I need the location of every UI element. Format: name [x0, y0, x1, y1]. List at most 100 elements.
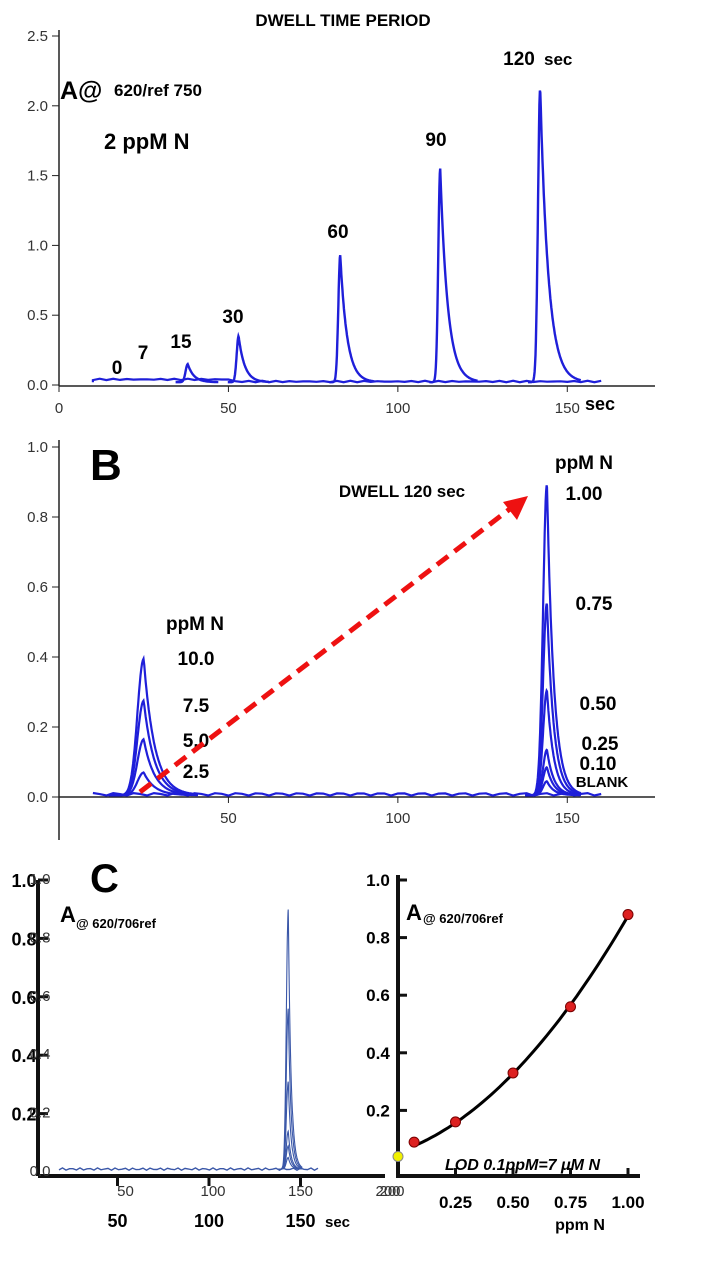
panel-a-y-tick-label: 0.0 [27, 377, 48, 394]
panel-b-right-series-label: 1.00 [566, 484, 603, 505]
panel-b-x-tick-label: 50 [220, 810, 237, 827]
panel-a-peak-30 [227, 331, 270, 384]
calib-origin-point [392, 1150, 404, 1162]
panel-b-y-tick-label: 0.0 [27, 789, 48, 806]
panel-c-y-tick-faint: 0.4 [30, 1046, 51, 1063]
calib-y-tick-label: 0.8 [366, 929, 390, 948]
calib-y-label-sub: @ 620/706ref [423, 911, 504, 926]
panel-a-y-tick-label: 1.0 [27, 237, 48, 254]
panel-a-title: DWELL TIME PERIOD [255, 11, 430, 30]
panel-b-dwell-arrow [138, 503, 517, 794]
calib-x-label: ppm N [555, 1217, 605, 1234]
calib-point [622, 909, 634, 921]
panel-b-x-tick-label: 100 [385, 810, 410, 827]
panel-a-peak-label: 60 [327, 222, 348, 243]
panel-a-y-tick-label: 1.5 [27, 168, 48, 185]
panel-a-peak-label: 15 [170, 332, 192, 353]
panel-a-y-tick-label: 0.5 [27, 307, 48, 324]
panel-c: C 0.2 0.4 0.6 0.8 1.0 0.0 0.2 0.4 0.6 0.8 1.0 50 100 1… [11, 857, 400, 1231]
panel-b-y-tick-label: 0.4 [27, 649, 48, 666]
panel-b-right-peak [525, 603, 582, 797]
panel-b-y-tick-label: 1.0 [27, 439, 48, 456]
panel-a-peak-label: 90 [425, 130, 446, 151]
calib-point [408, 1136, 420, 1148]
panel-a-x-tick-label: 50 [220, 400, 237, 417]
calib-x-tick-label: 0.75 [554, 1193, 587, 1212]
calib-point [450, 1116, 461, 1128]
panel-a-concentration-label: 2 ppM N [104, 129, 190, 154]
panel-c-y-tick-label: 0.6 [11, 988, 36, 1008]
panel-b-right-series-label: 0.50 [580, 694, 617, 715]
panel-c-x-tick-label: 100 [194, 1211, 224, 1231]
panel-a-x-tick-label: 150 [555, 400, 580, 417]
panel-b-left-series-label: 10.0 [178, 649, 215, 670]
panel-b-right-series-label: BLANK [576, 774, 629, 791]
panel-c-x-tick-faint: 150 [288, 1183, 313, 1200]
calib-y-tick-label: 0.2 [366, 1101, 390, 1120]
panel-a-x-tick-label: 0 [55, 400, 63, 417]
panel-b-right-peak [525, 780, 582, 797]
panel-c-y-tick-faint: 0.6 [30, 988, 51, 1005]
calib-corner-faint: 200 [379, 1183, 404, 1200]
calib-fit-curve [413, 915, 630, 1148]
panel-c-x-unit: sec [325, 1214, 350, 1231]
panel-b-right-series-label: 0.75 [576, 594, 613, 615]
panel-a-peak-unit: sec [544, 50, 572, 69]
panel-b-right-header: ppM N [555, 453, 613, 474]
calib-point [565, 1001, 576, 1013]
panel-c-x-tick-label: 150 [285, 1211, 315, 1231]
panel-c-x-tick-label: 50 [107, 1211, 127, 1231]
calib-x-tick-label: 1.00 [611, 1193, 644, 1212]
panel-a-peak-90 [429, 168, 478, 384]
panel-c-y-tick-faint: 0.2 [30, 1105, 51, 1122]
panel-a-y-label-sub: 620/ref 750 [114, 81, 202, 100]
panel-c-x-tick-faint: 50 [117, 1183, 134, 1200]
panel-a-x-unit: sec [585, 394, 615, 414]
calib-y-tick-label: 1.0 [366, 871, 390, 890]
panel-b-right-series-label: 0.10 [580, 754, 617, 775]
calib-x-tick-label: 0.25 [439, 1193, 472, 1212]
panel-a-baseline [91, 377, 602, 384]
panel-b-left-header: ppM N [166, 614, 224, 635]
panel-a-peak-60 [329, 255, 375, 384]
panel-a-peak-label: 30 [222, 307, 243, 328]
calib-y-tick-label: 0.6 [366, 986, 390, 1005]
panel-b-x-tick-label: 150 [555, 810, 580, 827]
panel-a-peak-label: 0 [112, 358, 123, 379]
calib-x-tick-label: 0.50 [496, 1193, 529, 1212]
panel-b-left-peak [108, 771, 198, 797]
panel-c-y-label-sub: @ 620/706ref [76, 916, 157, 931]
panel-a-peak-label: 120 [503, 49, 535, 70]
panel-a-y-tick-label: 2.0 [27, 98, 48, 115]
panel-c-y-tick-label: 0.4 [11, 1046, 36, 1066]
panel-c-y-tick-label: 1.0 [11, 871, 36, 891]
panel-b-arrow-label: DWELL 120 sec [339, 482, 465, 501]
panel-c-y-tick-faint: 0.8 [30, 929, 51, 946]
panel-c-y-tick-label: 0.8 [11, 929, 36, 949]
panel-c-calibration: 200 0.2 0.4 0.6 0.8 1.0 0.25 0.50 0.75 1.00 ppm N A… [366, 871, 644, 1234]
panel-c-y-tick-faint: 1.0 [30, 871, 51, 888]
panel-b-left-series-label: 7.5 [183, 696, 210, 717]
panel-a-y-label: A@ [60, 77, 102, 105]
calib-y-label: A [406, 900, 422, 925]
panel-c-y-label: A [60, 902, 76, 927]
panel-a-peak-120 [528, 90, 582, 384]
panel-a-y-tick-label: 2.5 [27, 28, 48, 45]
calib-y-tick-label: 0.4 [366, 1044, 390, 1063]
panel-c-baseline [58, 1167, 319, 1172]
panel-b-y-tick-label: 0.6 [27, 579, 48, 596]
panel-c-y-tick-label: 0.2 [11, 1105, 36, 1125]
panel-a-x-tick-label: 100 [385, 400, 410, 417]
calib-point [507, 1067, 519, 1079]
panel-b-y-tick-label: 0.8 [27, 509, 48, 526]
panel-b-y-tick-label: 0.2 [27, 719, 48, 736]
panel-c-x-tick-faint: 200 [375, 1183, 400, 1200]
panel-b-right-series-label: 0.25 [582, 734, 619, 755]
panel-a-peak-15 [175, 361, 219, 384]
panel-c-peak [277, 1156, 303, 1170]
panel-a-peak-label: 7 [138, 343, 149, 364]
panel-b-left-series-label: 2.5 [183, 762, 210, 783]
panel-c-y-tick-faint: 0.0 [30, 1163, 51, 1180]
